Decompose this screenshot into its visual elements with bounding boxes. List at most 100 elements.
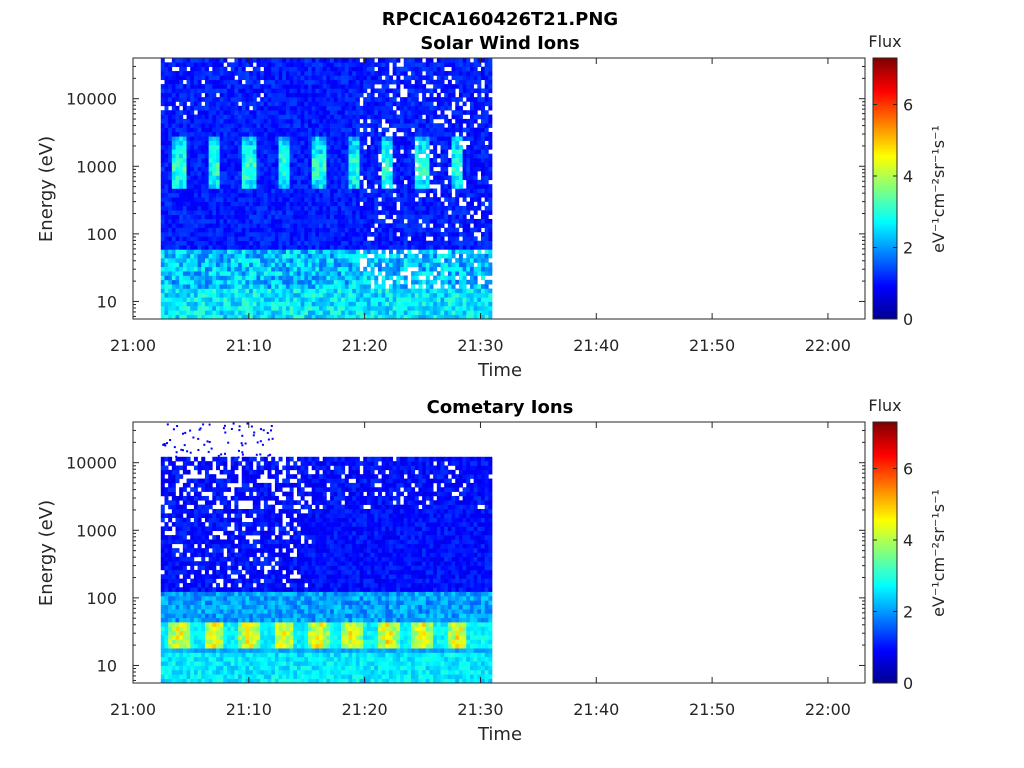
heatmap-cell bbox=[330, 79, 335, 85]
heatmap-cell bbox=[352, 162, 357, 168]
heatmap-cell bbox=[451, 84, 456, 89]
heatmap-cell bbox=[344, 218, 349, 224]
heatmap-cell bbox=[263, 262, 268, 268]
heatmap-cell bbox=[355, 218, 360, 224]
heatmap-cell bbox=[422, 210, 427, 215]
heatmap-cell bbox=[193, 123, 198, 128]
heatmap-cell bbox=[201, 188, 206, 194]
heatmap-cell bbox=[407, 153, 412, 159]
heatmap-cell bbox=[208, 179, 213, 185]
heatmap-cell bbox=[249, 314, 254, 320]
heatmap-cell bbox=[440, 171, 445, 176]
heatmap-cell bbox=[451, 314, 456, 320]
heatmap-cell bbox=[374, 249, 379, 255]
heatmap-cell bbox=[392, 110, 397, 115]
heatmap-cell bbox=[481, 266, 485, 272]
heatmap-cell bbox=[436, 240, 441, 246]
heatmap-cell bbox=[337, 240, 342, 246]
heatmap-cell bbox=[388, 192, 393, 198]
heatmap-cell bbox=[260, 62, 265, 67]
heatmap-cell bbox=[278, 288, 283, 294]
heatmap-cell bbox=[238, 127, 243, 133]
heatmap-cell bbox=[249, 136, 254, 141]
heatmap-cell bbox=[260, 131, 265, 137]
heatmap-cell bbox=[433, 227, 438, 233]
heatmap-cell bbox=[396, 140, 401, 146]
heatmap-cell bbox=[481, 245, 485, 250]
heatmap-cell bbox=[344, 114, 349, 120]
heatmap-cell bbox=[400, 66, 405, 72]
heatmap-cell bbox=[381, 205, 386, 211]
heatmap-cell bbox=[197, 175, 202, 181]
heatmap-cell bbox=[333, 75, 338, 81]
heatmap-cell bbox=[425, 245, 430, 250]
heatmap-cell bbox=[433, 123, 438, 128]
heatmap-cell bbox=[330, 140, 335, 146]
heatmap-cell bbox=[245, 218, 250, 224]
heatmap-cell bbox=[249, 131, 254, 137]
heatmap-cell bbox=[363, 114, 368, 120]
heatmap-cell bbox=[385, 305, 390, 311]
heatmap-cell bbox=[429, 101, 434, 107]
heatmap-cell bbox=[337, 310, 342, 315]
heatmap-cell bbox=[308, 75, 312, 81]
heatmap-cell bbox=[304, 140, 309, 146]
heatmap-cell bbox=[433, 210, 438, 215]
heatmap-cell bbox=[252, 188, 257, 194]
heatmap-cell bbox=[333, 218, 338, 224]
heatmap-cell bbox=[249, 84, 254, 89]
heatmap-cell bbox=[407, 240, 412, 246]
heatmap-cell bbox=[278, 232, 283, 237]
heatmap-cell bbox=[204, 58, 209, 63]
heatmap-cell bbox=[238, 275, 243, 281]
heatmap-cell bbox=[168, 171, 173, 176]
heatmap-cell bbox=[293, 301, 298, 307]
heatmap-cell bbox=[241, 284, 246, 289]
heatmap-cell bbox=[164, 197, 169, 202]
heatmap-cell bbox=[414, 258, 419, 263]
heatmap-cell bbox=[300, 105, 305, 111]
heatmap-cell bbox=[337, 253, 342, 259]
heatmap-cell bbox=[278, 162, 283, 168]
heatmap-cell bbox=[293, 236, 298, 241]
heatmap-cell bbox=[300, 145, 305, 150]
heatmap-cell bbox=[330, 218, 335, 224]
heatmap-cell bbox=[352, 236, 357, 241]
heatmap-cell bbox=[333, 240, 338, 246]
heatmap-cell bbox=[304, 253, 309, 259]
heatmap-cell bbox=[308, 166, 312, 172]
heatmap-cell bbox=[267, 97, 272, 102]
heatmap-cell bbox=[385, 262, 390, 268]
heatmap-cell bbox=[175, 114, 180, 120]
heatmap-cell bbox=[330, 114, 335, 120]
heatmap-cell bbox=[193, 201, 198, 207]
heatmap-cell bbox=[300, 153, 305, 159]
heatmap-cell bbox=[267, 175, 272, 181]
heatmap-cell bbox=[234, 153, 239, 159]
heatmap-cell bbox=[469, 162, 474, 168]
heatmap-cell bbox=[407, 58, 412, 63]
heatmap-cell bbox=[400, 232, 405, 237]
heatmap-cell bbox=[462, 127, 467, 133]
heatmap-cell bbox=[436, 127, 441, 133]
heatmap-cell bbox=[171, 92, 176, 98]
heatmap-cell bbox=[455, 166, 460, 172]
heatmap-cell bbox=[326, 240, 331, 246]
heatmap-cell bbox=[366, 110, 371, 115]
heatmap-cell bbox=[451, 184, 456, 189]
heatmap-cell bbox=[363, 175, 368, 181]
heatmap-cell bbox=[238, 192, 243, 198]
heatmap-cell bbox=[289, 288, 294, 294]
heatmap-cell bbox=[436, 201, 441, 207]
heatmap-cell bbox=[171, 88, 176, 94]
heatmap-cell bbox=[223, 288, 228, 294]
heatmap-cell bbox=[252, 118, 257, 124]
heatmap-cell bbox=[473, 75, 478, 81]
heatmap-cell bbox=[260, 218, 265, 224]
heatmap-cell bbox=[326, 205, 331, 211]
heatmap-cell bbox=[249, 292, 254, 298]
heatmap-cell bbox=[300, 275, 305, 281]
heatmap-cell bbox=[186, 218, 191, 224]
heatmap-cell bbox=[322, 123, 327, 128]
heatmap-cell bbox=[337, 275, 342, 281]
